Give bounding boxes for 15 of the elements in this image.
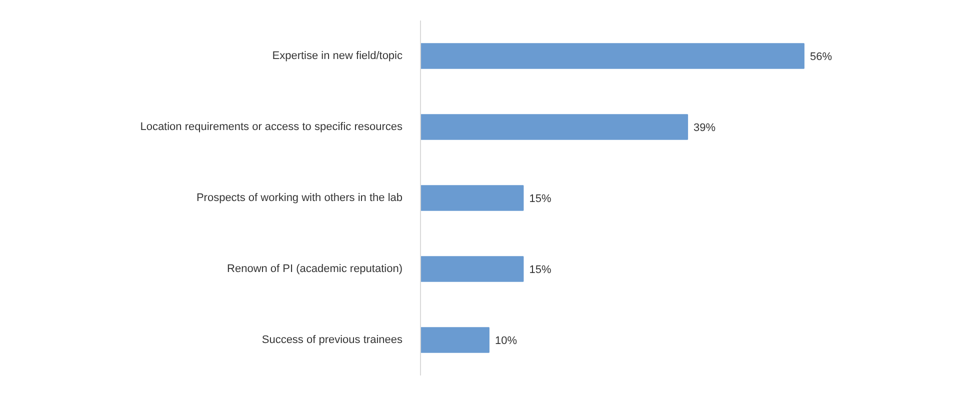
y-tick-label: Location requirements or access to specific resources (140, 121, 403, 133)
bar (420, 114, 688, 140)
bar (420, 43, 804, 69)
y-tick-label: Success of previous trainees (262, 334, 403, 346)
data-label: 56% (810, 51, 832, 63)
data-label: 15% (529, 193, 552, 205)
y-tick-label: Prospects of working with others in the lab (196, 192, 402, 204)
bar (420, 185, 524, 211)
bar (420, 256, 524, 282)
data-label: 15% (529, 264, 552, 276)
bar (420, 327, 490, 353)
data-label: 39% (694, 122, 716, 134)
y-tick-label: Expertise in new field/topic (272, 50, 403, 62)
data-label: 10% (494, 335, 518, 347)
y-tick-label: Renown of PI (academic reputation) (227, 263, 403, 275)
